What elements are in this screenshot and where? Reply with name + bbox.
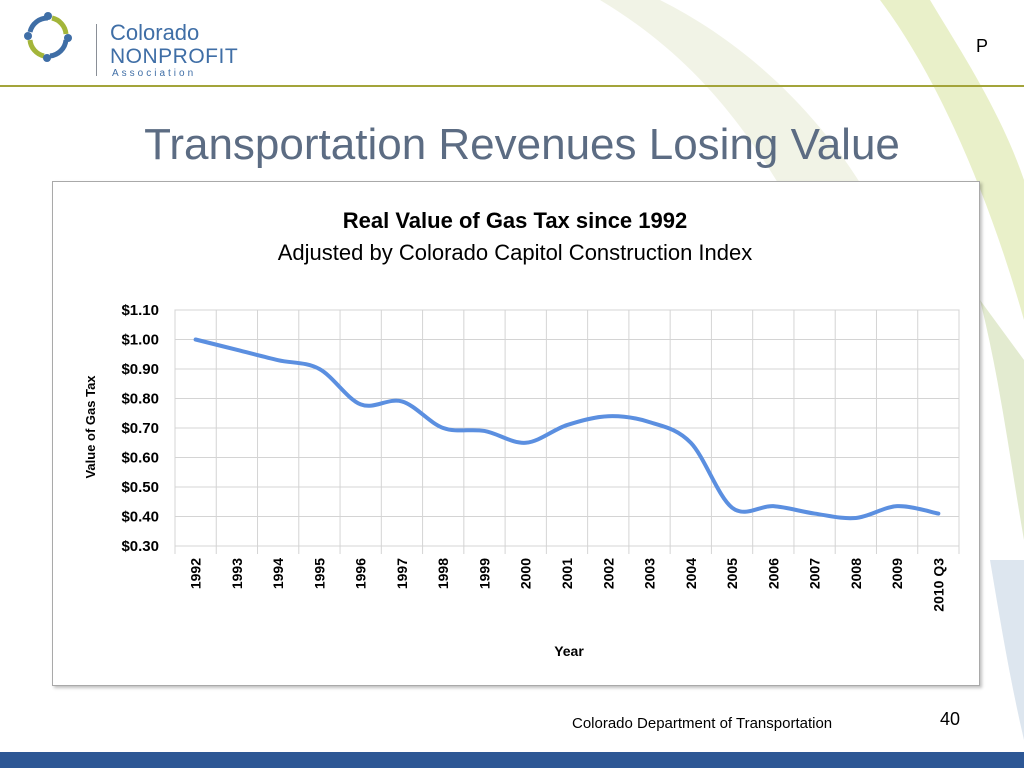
- x-tick-labels: 1992 1993 1994 1995 1996 1997 1998 1999 2000 2001…: [188, 558, 947, 612]
- y-tick-label: $0.70: [121, 420, 159, 437]
- y-tick-label: $1.10: [121, 302, 159, 319]
- x-tick-label: 1992: [188, 558, 204, 589]
- logo-divider: [96, 24, 97, 76]
- x-tick-label: 1999: [476, 558, 492, 589]
- x-tick-label: 1993: [229, 558, 245, 589]
- x-tick-label: 1994: [270, 558, 286, 589]
- slide-title: Transportation Revenues Losing Value: [144, 120, 900, 169]
- y-tick-label: $1.00: [121, 332, 159, 349]
- x-tick-label: 2008: [848, 558, 864, 589]
- y-tick-labels: $0.30 $0.40 $0.50 $0.60 $0.70 $0.80 $0.90 $1.00…: [121, 302, 159, 555]
- chart-title: Real Value of Gas Tax since 1992: [343, 208, 687, 233]
- y-tick-label: $0.80: [121, 391, 159, 408]
- y-axis-label: Value of Gas Tax: [83, 375, 98, 479]
- y-tick-label: $0.50: [121, 479, 159, 496]
- x-tick-label: 2006: [765, 558, 781, 589]
- x-tick-label: 1997: [394, 558, 410, 589]
- y-tick-label: $0.90: [121, 361, 159, 378]
- page-number: 40: [940, 709, 961, 729]
- header-rule: [0, 85, 1024, 87]
- x-axis-label: Year: [554, 643, 584, 659]
- bottom-bar: [0, 752, 1024, 768]
- logo-text-line3: Association: [112, 68, 197, 79]
- gas-tax-series-line: [193, 337, 941, 521]
- logo-text-line1: Colorado: [110, 20, 200, 45]
- grid-layer: [174, 309, 960, 554]
- logo-text-line2: NONPROFIT: [110, 45, 239, 68]
- x-tick-label: 1995: [311, 558, 327, 589]
- x-tick-label: 1996: [353, 558, 369, 589]
- x-tick-label: 2000: [518, 558, 534, 589]
- y-tick-label: $0.30: [121, 538, 159, 555]
- footer-source: Colorado Department of Transportation: [572, 715, 833, 732]
- x-tick-label: 2003: [642, 558, 658, 589]
- series-layer: [193, 337, 941, 521]
- x-tick-label: 2002: [600, 558, 616, 589]
- corner-letter: P: [975, 36, 988, 56]
- x-tick-label: 2001: [559, 558, 575, 589]
- chart-frame: Real Value of Gas Tax since 1992 Adjuste…: [52, 181, 980, 686]
- x-tick-label: 2009: [889, 558, 905, 589]
- chart-subtitle: Adjusted by Colorado Capitol Constructio…: [278, 240, 753, 265]
- logo-ring-icon: [24, 12, 72, 62]
- x-tick-label: 1998: [435, 558, 451, 589]
- x-tick-label: 2007: [807, 558, 823, 589]
- x-tick-label: 2010 Q3: [930, 558, 946, 612]
- y-tick-label: $0.60: [121, 450, 159, 467]
- y-tick-label: $0.40: [121, 509, 159, 526]
- x-tick-label: 2005: [724, 558, 740, 589]
- line-chart: Real Value of Gas Tax since 1992 Adjuste…: [83, 208, 960, 659]
- x-tick-label: 2004: [683, 558, 699, 589]
- organization-logo: Colorado NONPROFIT Association: [16, 10, 239, 79]
